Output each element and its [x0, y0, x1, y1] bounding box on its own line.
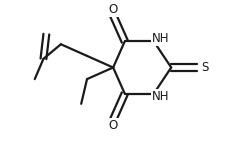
Text: S: S — [201, 61, 208, 74]
Text: O: O — [109, 119, 118, 132]
Text: O: O — [109, 3, 118, 16]
Text: NH: NH — [152, 32, 170, 45]
Text: NH: NH — [152, 90, 170, 103]
